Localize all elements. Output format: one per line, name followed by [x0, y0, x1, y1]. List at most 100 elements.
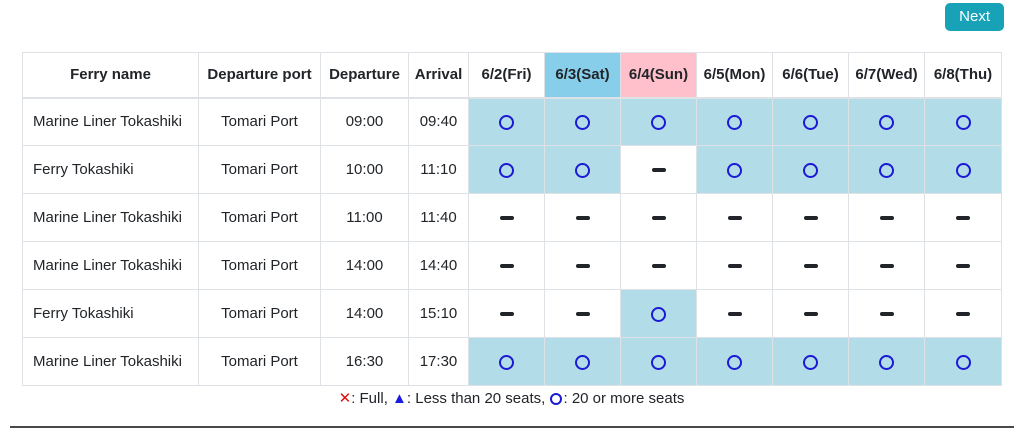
- availability-cell-open[interactable]: [620, 97, 697, 146]
- seats-available-circle-icon: [727, 354, 742, 370]
- availability-cell-none: [620, 241, 697, 290]
- availability-cell-none: [924, 241, 1002, 290]
- table-row: Marine Liner Tokashiki Tomari Port 16:30 17…: [22, 337, 1002, 386]
- availability-cell-open[interactable]: [620, 337, 697, 386]
- departure-port-cell: Tomari Port: [198, 97, 321, 146]
- table-header: Ferry name Departure port Departure Arrival…: [22, 52, 1002, 99]
- availability-cell-open[interactable]: [696, 97, 773, 146]
- no-service-dash-icon: [575, 264, 590, 268]
- table-row: Ferry Tokashiki Tomari Port 10:00 11:10: [22, 145, 1002, 194]
- ferry-name-cell: Ferry Tokashiki: [22, 289, 199, 338]
- no-service-dash-icon: [727, 216, 742, 220]
- arrival-time-cell: 14:40: [408, 241, 469, 290]
- table-row: Marine Liner Tokashiki Tomari Port 14:00 14…: [22, 241, 1002, 290]
- no-service-dash-icon: [575, 216, 590, 220]
- next-button[interactable]: Next: [945, 3, 1004, 31]
- arrival-time-cell: 17:30: [408, 337, 469, 386]
- no-service-dash-icon: [651, 216, 666, 220]
- ferry-name-cell: Marine Liner Tokashiki: [22, 337, 199, 386]
- departure-time-cell: 10:00: [320, 145, 409, 194]
- availability-cell-open[interactable]: [468, 97, 545, 146]
- availability-cell-open[interactable]: [848, 145, 925, 194]
- column-header-6-5-mon: 6/5(Mon): [696, 52, 773, 99]
- availability-cell-open[interactable]: [544, 97, 621, 146]
- departure-port-cell: Tomari Port: [198, 193, 321, 242]
- availability-cell-open[interactable]: [468, 145, 545, 194]
- legend-few-seats-triangle-icon: ▲: [392, 390, 407, 407]
- no-service-dash-icon: [727, 312, 742, 316]
- availability-cell-none: [848, 241, 925, 290]
- seats-available-circle-icon: [879, 162, 894, 178]
- departure-port-cell: Tomari Port: [198, 145, 321, 194]
- availability-cell-none: [544, 241, 621, 290]
- no-service-dash-icon: [803, 312, 818, 316]
- no-service-dash-icon: [879, 312, 894, 316]
- table-row: Marine Liner Tokashiki Tomari Port 09:00 09…: [22, 97, 1002, 146]
- seats-available-circle-icon: [499, 162, 514, 178]
- availability-cell-none: [924, 289, 1002, 338]
- availability-cell-open[interactable]: [848, 337, 925, 386]
- no-service-dash-icon: [575, 312, 590, 316]
- no-service-dash-icon: [879, 216, 894, 220]
- availability-cell-open[interactable]: [772, 145, 849, 194]
- ferry-name-cell: Marine Liner Tokashiki: [22, 193, 199, 242]
- availability-cell-open[interactable]: [772, 97, 849, 146]
- availability-cell-none: [772, 241, 849, 290]
- departure-port-cell: Tomari Port: [198, 289, 321, 338]
- seats-available-circle-icon: [803, 162, 818, 178]
- availability-cell-open[interactable]: [696, 145, 773, 194]
- availability-cell-none: [772, 193, 849, 242]
- column-header-6-3-sat: 6/3(Sat): [544, 52, 621, 99]
- availability-cell-none: [924, 193, 1002, 242]
- availability-cell-open[interactable]: [544, 337, 621, 386]
- ferry-availability-table: Ferry name Departure port Departure Arrival…: [22, 52, 1002, 386]
- seats-available-circle-icon: [879, 354, 894, 370]
- column-header-ferry-name: Ferry name: [22, 52, 199, 99]
- availability-cell-none: [544, 289, 621, 338]
- availability-cell-open[interactable]: [696, 337, 773, 386]
- availability-cell-open[interactable]: [924, 337, 1002, 386]
- availability-cell-open[interactable]: [924, 145, 1002, 194]
- availability-cell-none: [848, 193, 925, 242]
- seats-available-circle-icon: [575, 114, 590, 130]
- availability-cell-none: [696, 289, 773, 338]
- availability-cell-none: [620, 193, 697, 242]
- no-service-dash-icon: [956, 216, 970, 220]
- departure-time-cell: 14:00: [320, 289, 409, 338]
- seats-available-circle-icon: [575, 354, 590, 370]
- departure-time-cell: 09:00: [320, 97, 409, 146]
- ferry-name-cell: Ferry Tokashiki: [22, 145, 199, 194]
- departure-port-cell: Tomari Port: [198, 241, 321, 290]
- seats-available-circle-icon: [651, 114, 666, 130]
- seats-available-circle-icon: [803, 114, 818, 130]
- availability-cell-none: [468, 193, 545, 242]
- availability-cell-open[interactable]: [468, 337, 545, 386]
- availability-cell-open[interactable]: [544, 145, 621, 194]
- ferry-name-cell: Marine Liner Tokashiki: [22, 241, 199, 290]
- ferry-name-cell: Marine Liner Tokashiki: [22, 97, 199, 146]
- availability-cell-open[interactable]: [924, 97, 1002, 146]
- seats-available-circle-icon: [651, 306, 666, 322]
- bottom-divider: [10, 426, 1014, 428]
- seats-available-circle-icon: [955, 354, 971, 370]
- column-header-6-7-wed: 6/7(Wed): [848, 52, 925, 99]
- seats-available-circle-icon: [499, 114, 514, 130]
- departure-time-cell: 14:00: [320, 241, 409, 290]
- availability-cell-open[interactable]: [848, 97, 925, 146]
- availability-cell-none: [544, 193, 621, 242]
- no-service-dash-icon: [879, 264, 894, 268]
- seats-available-circle-icon: [727, 114, 742, 130]
- column-header-departure: Departure: [320, 52, 409, 99]
- no-service-dash-icon: [499, 264, 514, 268]
- availability-cell-open[interactable]: [620, 289, 697, 338]
- column-header-6-4-sun: 6/4(Sun): [620, 52, 697, 99]
- seats-available-circle-icon: [803, 354, 818, 370]
- availability-legend: ✕: Full, ▲: Less than 20 seats, : 20 or …: [22, 388, 1001, 410]
- availability-cell-none: [696, 193, 773, 242]
- seats-available-circle-icon: [575, 162, 590, 178]
- column-header-departure-port: Departure port: [198, 52, 321, 99]
- availability-cell-none: [772, 289, 849, 338]
- arrival-time-cell: 11:10: [408, 145, 469, 194]
- departure-port-cell: Tomari Port: [198, 337, 321, 386]
- availability-cell-open[interactable]: [772, 337, 849, 386]
